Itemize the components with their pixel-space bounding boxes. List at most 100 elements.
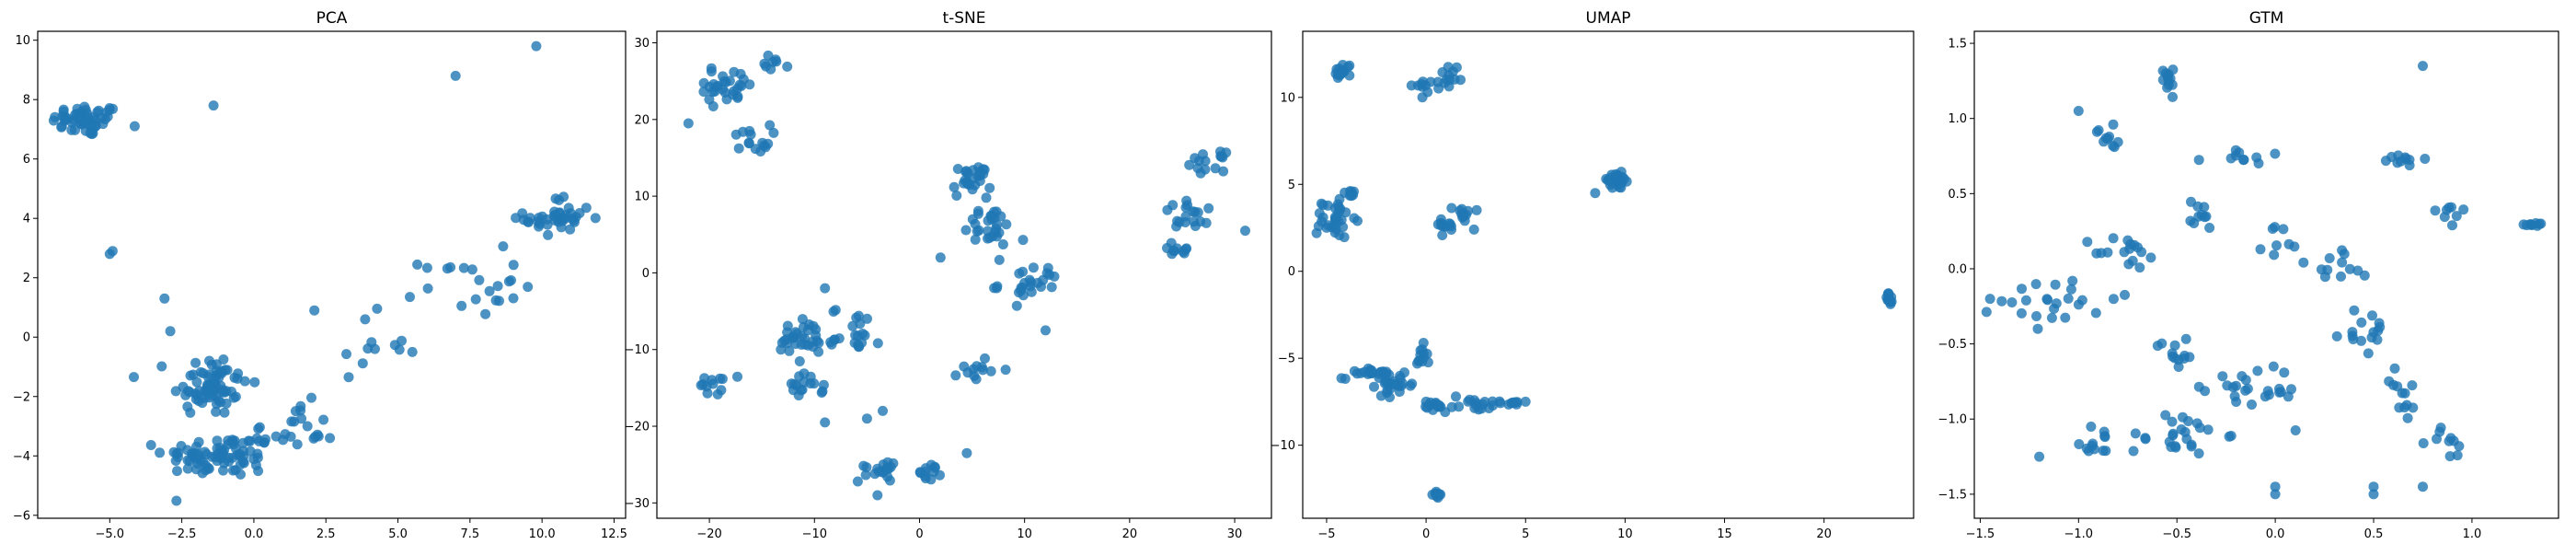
- x-tick-label: 7.5: [461, 527, 480, 541]
- data-point: [2231, 397, 2242, 407]
- data-point: [2186, 441, 2197, 452]
- data-point: [2270, 148, 2281, 159]
- data-point: [2298, 257, 2309, 268]
- data-point: [1407, 378, 1418, 389]
- data-point: [770, 54, 781, 65]
- x-tick-label: −0.5: [2162, 527, 2191, 541]
- data-point: [2168, 91, 2178, 102]
- data-point: [2180, 333, 2191, 344]
- data-point: [310, 432, 320, 442]
- data-point: [2134, 262, 2145, 273]
- data-point: [2275, 387, 2286, 398]
- data-point: [2063, 293, 2074, 304]
- data-point: [1454, 401, 1465, 412]
- data-point: [2073, 106, 2084, 116]
- data-point: [325, 433, 336, 444]
- data-point: [983, 215, 994, 226]
- data-point: [1616, 182, 1627, 193]
- data-point: [2031, 311, 2041, 321]
- data-point: [2225, 431, 2237, 441]
- data-point: [962, 177, 973, 188]
- data-point: [370, 343, 380, 354]
- data-point: [834, 333, 845, 344]
- data-point: [178, 381, 189, 392]
- data-point: [407, 346, 418, 357]
- y-tick-label: 4: [23, 213, 30, 226]
- data-point: [155, 447, 166, 458]
- data-point: [2133, 242, 2143, 253]
- data-point: [2098, 446, 2109, 457]
- x-tick-label: 0.0: [245, 527, 264, 541]
- data-point: [85, 128, 96, 139]
- data-point: [2324, 253, 2335, 263]
- data-point: [212, 435, 223, 446]
- data-point: [79, 101, 90, 112]
- data-point: [2447, 220, 2457, 231]
- data-point: [422, 283, 433, 294]
- data-point: [108, 103, 119, 114]
- data-point: [2169, 340, 2180, 351]
- data-point: [1333, 216, 1344, 227]
- data-point: [794, 371, 805, 382]
- data-point: [707, 87, 719, 98]
- x-tick-label: 20: [1122, 527, 1138, 541]
- data-point: [1984, 294, 1995, 305]
- data-point: [1172, 215, 1183, 226]
- data-point: [254, 422, 265, 433]
- data-point: [2082, 237, 2093, 248]
- data-point: [1046, 282, 1057, 293]
- data-point: [172, 466, 182, 477]
- data-point: [1016, 283, 1027, 293]
- data-point: [2189, 218, 2200, 228]
- data-point: [2339, 249, 2350, 260]
- data-point: [715, 373, 726, 384]
- data-point: [707, 101, 719, 111]
- data-point: [508, 260, 519, 271]
- y-tick-label: 0: [1288, 265, 1295, 279]
- x-tick-label: 5.0: [388, 527, 408, 541]
- data-point: [295, 400, 306, 411]
- data-point: [1616, 167, 1627, 178]
- data-point: [2270, 481, 2281, 492]
- data-point: [1431, 486, 1442, 497]
- data-point: [2237, 371, 2248, 382]
- data-point: [1520, 396, 1531, 407]
- data-point: [1471, 204, 1482, 215]
- y-tick-label: 8: [23, 94, 30, 108]
- data-point: [372, 303, 383, 314]
- data-point: [442, 263, 453, 274]
- data-point: [2160, 410, 2171, 421]
- data-point: [2242, 383, 2253, 394]
- data-point: [195, 366, 206, 377]
- y-tick-label: −6: [13, 509, 30, 523]
- data-point: [763, 50, 774, 61]
- data-point: [855, 319, 866, 330]
- data-point: [991, 223, 1002, 234]
- data-point: [805, 371, 816, 382]
- x-tick-label: 10: [1017, 527, 1032, 541]
- data-point: [1171, 243, 1182, 254]
- data-point: [2099, 426, 2110, 437]
- data-point: [129, 121, 140, 132]
- data-point: [1883, 295, 1894, 306]
- data-point: [1190, 153, 1201, 164]
- data-point: [357, 358, 368, 369]
- data-point: [1014, 268, 1025, 279]
- data-point: [2130, 428, 2141, 439]
- data-point: [1476, 403, 1487, 414]
- data-point: [2168, 430, 2179, 441]
- data-point: [511, 213, 522, 224]
- data-point: [235, 459, 246, 470]
- data-point: [995, 211, 1006, 222]
- data-point: [523, 216, 534, 227]
- data-point: [2016, 307, 2027, 319]
- data-point: [2204, 223, 2215, 233]
- data-point: [204, 355, 214, 366]
- data-point: [318, 414, 329, 425]
- data-point: [1217, 152, 1228, 163]
- data-point: [2397, 388, 2408, 399]
- data-point: [173, 447, 184, 458]
- data-point: [2120, 289, 2130, 300]
- data-point: [981, 192, 992, 203]
- data-point: [2145, 252, 2156, 263]
